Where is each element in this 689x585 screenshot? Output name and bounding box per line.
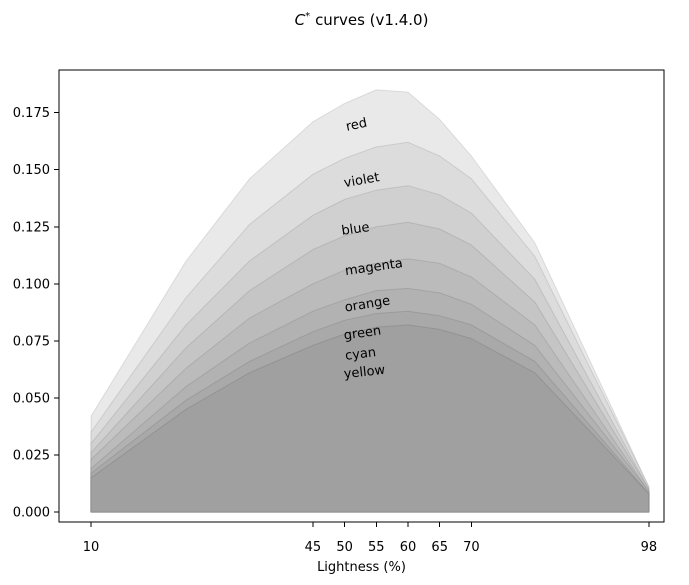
y-tick-label: 0.000 [13,506,50,521]
x-tick-label: 65 [431,540,448,555]
y-tick-label: 0.125 [13,220,50,235]
y-tick-label: 0.075 [13,334,50,349]
y-tick-label: 0.025 [13,448,50,463]
y-tick-label: 0.100 [13,277,50,292]
series-label-violet: violet [343,170,381,191]
x-tick-label: 45 [305,540,322,555]
x-tick-label: 55 [368,540,385,555]
x-tick-label: 60 [400,540,417,555]
y-tick-label: 0.150 [13,163,50,178]
series-label-blue: blue [341,220,371,239]
series-label-red: red [345,116,369,135]
title-superscript: * [305,11,311,22]
y-tick-label: 0.175 [13,106,50,121]
series-label-green: green [343,323,382,343]
x-tick-label: 98 [641,540,658,555]
y-tick-label: 0.050 [13,391,50,406]
series-label-yellow: yellow [343,363,386,382]
title-rest: curves (v1.4.0) [315,11,429,29]
x-tick-label: 10 [83,540,100,555]
series-label-cyan: cyan [344,345,377,364]
series-label-orange: orange [344,294,392,316]
x-axis-label: Lightness (%) [317,560,406,575]
title-variable: C [294,11,306,29]
axes-frame [58,69,665,523]
area-yellow [90,324,650,513]
chart-title: C* curves (v1.4.0) [59,11,664,29]
x-tick-label: 50 [336,540,353,555]
x-tick-label: 70 [463,540,480,555]
